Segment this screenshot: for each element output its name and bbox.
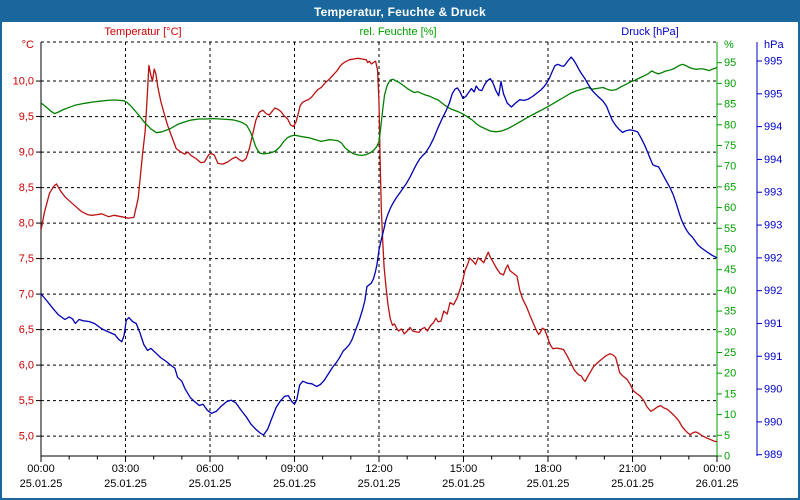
temp-tick-label: 7,0 — [19, 289, 34, 301]
pressure-tick-label: 993 — [764, 187, 782, 199]
temp-tick-label: 9,0 — [19, 147, 34, 159]
humidity-tick-label: 80 — [724, 119, 736, 131]
humidity-tick-label: 25 — [724, 347, 736, 359]
legend-item-temperature: Temperatur [°C] — [104, 26, 182, 38]
temp-tick-label: 8,5 — [19, 182, 34, 194]
x-time-label: 18:00 — [534, 463, 562, 475]
humidity-tick-label: 30 — [724, 326, 736, 338]
x-time-label: 21:00 — [619, 463, 647, 475]
humidity-tick-label: 20 — [724, 368, 736, 380]
x-time-label: 00:00 — [27, 463, 55, 475]
pressure-tick-label: 991 — [764, 351, 782, 363]
temp-tick-label: 5,5 — [19, 395, 34, 407]
legend-item-pressure: Druck [hPa] — [621, 26, 679, 38]
series-temperature — [41, 57, 717, 443]
x-time-label: 15:00 — [450, 463, 478, 475]
axis-lines — [40, 42, 758, 457]
x-time-label: 03:00 — [112, 463, 140, 475]
h-gridlines — [41, 41, 717, 437]
x-time-label: 06:00 — [196, 463, 224, 475]
chart-legend: Temperatur [°C] rel. Feuchte [%] Druck [… — [2, 26, 798, 42]
x-date-label: 25.01.25 — [189, 478, 232, 490]
x-date-label: 25.01.25 — [104, 478, 147, 490]
pressure-tick-label: 990 — [764, 384, 782, 396]
humidity-tick-label: 55 — [724, 223, 736, 235]
x-axis: 00:00 25.01.25 03:00 25.01.25 06:00 25.01.25 0… — [20, 456, 739, 490]
v-gridlines — [125, 42, 633, 456]
x-date-label: 25.01.25 — [442, 478, 485, 490]
temp-tick-label: 6,0 — [19, 360, 34, 372]
temp-tick-label: 10,0 — [13, 76, 34, 88]
pressure-tick-label: 990 — [764, 416, 782, 428]
humidity-tick-label: 45 — [724, 264, 736, 276]
humidity-tick-label: 65 — [724, 181, 736, 193]
x-date-label: 25.01.25 — [273, 478, 316, 490]
temp-tick-label: 7,5 — [19, 253, 34, 265]
x-date-label: 25.01.25 — [611, 478, 654, 490]
x-date-label: 26.01.25 — [696, 478, 739, 490]
humidity-tick-label: 90 — [724, 78, 736, 90]
pressure-tick-label: 992 — [764, 285, 782, 297]
humidity-tick-label: 10 — [724, 409, 736, 421]
pressure-axis: 989990990991991992992993993994994995995h… — [757, 39, 784, 461]
humidity-tick-label: 50 — [724, 244, 736, 256]
x-time-label: 09:00 — [281, 463, 309, 475]
pressure-tick-label: 994 — [764, 121, 782, 133]
pressure-tick-label: 992 — [764, 252, 782, 264]
humidity-tick-label: 95 — [724, 57, 736, 69]
pressure-tick-label: 989 — [764, 449, 782, 461]
humidity-tick-label: 75 — [724, 140, 736, 152]
temp-tick-label: 9,5 — [19, 111, 34, 123]
humidity-tick-label: 0 — [724, 451, 730, 463]
series-humidity — [41, 63, 717, 157]
x-date-label: 25.01.25 — [20, 478, 63, 490]
humidity-tick-label: 40 — [724, 285, 736, 297]
legend-item-humidity: rel. Feuchte [%] — [359, 26, 437, 38]
temp-tick-label: 8,0 — [19, 218, 34, 230]
x-time-label: 00:00 — [703, 463, 731, 475]
pressure-tick-label: 991 — [764, 318, 782, 330]
series-pressure — [41, 56, 717, 436]
window-title: Temperatur, Feuchte & Druck — [314, 5, 486, 19]
temperature-axis: 5,05,56,06,57,07,58,08,59,09,510,0°C — [13, 39, 41, 443]
temp-tick-label: 5,0 — [19, 431, 34, 443]
temp-tick-label: 6,5 — [19, 324, 34, 336]
humidity-tick-label: 85 — [724, 99, 736, 111]
humidity-tick-label: 35 — [724, 306, 736, 318]
pressure-tick-label: 994 — [764, 154, 782, 166]
x-date-label: 25.01.25 — [358, 478, 401, 490]
window-titlebar: Temperatur, Feuchte & Druck — [2, 2, 798, 22]
humidity-tick-label: 5 — [724, 430, 730, 442]
x-date-label: 25.01.25 — [527, 478, 570, 490]
humidity-tick-label: 70 — [724, 161, 736, 173]
x-time-label: 12:00 — [365, 463, 393, 475]
humidity-tick-label: 60 — [724, 202, 736, 214]
pressure-tick-label: 995 — [764, 88, 782, 100]
pressure-tick-label: 993 — [764, 220, 782, 232]
pressure-tick-label: 995 — [764, 56, 782, 68]
humidity-tick-label: 15 — [724, 388, 736, 400]
